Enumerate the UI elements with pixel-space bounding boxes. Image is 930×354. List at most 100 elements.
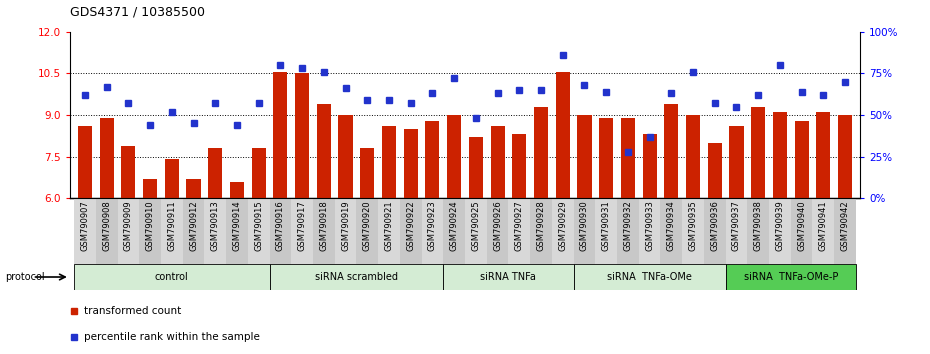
- Text: GSM790931: GSM790931: [602, 200, 611, 251]
- FancyBboxPatch shape: [530, 198, 551, 264]
- Bar: [187, 179, 201, 198]
- FancyBboxPatch shape: [769, 198, 790, 264]
- Text: GSM790934: GSM790934: [667, 200, 676, 251]
- Text: siRNA  TNFa-OMe: siRNA TNFa-OMe: [607, 272, 692, 282]
- Bar: [490, 126, 505, 198]
- FancyBboxPatch shape: [161, 198, 182, 264]
- Text: GSM790908: GSM790908: [102, 200, 112, 251]
- Bar: [729, 126, 743, 198]
- Text: GSM790938: GSM790938: [753, 200, 763, 251]
- Text: GSM790929: GSM790929: [558, 200, 567, 251]
- Text: GSM790916: GSM790916: [276, 200, 285, 251]
- FancyBboxPatch shape: [421, 198, 444, 264]
- Text: GSM790935: GSM790935: [688, 200, 698, 251]
- Text: control: control: [155, 272, 189, 282]
- FancyBboxPatch shape: [444, 264, 574, 290]
- Bar: [621, 118, 635, 198]
- FancyBboxPatch shape: [683, 198, 704, 264]
- Text: GSM790927: GSM790927: [515, 200, 524, 251]
- FancyBboxPatch shape: [205, 198, 226, 264]
- FancyBboxPatch shape: [313, 198, 335, 264]
- FancyBboxPatch shape: [247, 198, 270, 264]
- FancyBboxPatch shape: [725, 198, 748, 264]
- Bar: [664, 104, 678, 198]
- FancyBboxPatch shape: [356, 198, 379, 264]
- Text: GSM790924: GSM790924: [449, 200, 458, 251]
- Text: GDS4371 / 10385500: GDS4371 / 10385500: [70, 6, 205, 18]
- Text: GSM790939: GSM790939: [776, 200, 784, 251]
- Bar: [143, 179, 157, 198]
- Bar: [382, 126, 396, 198]
- Text: GSM790922: GSM790922: [406, 200, 415, 251]
- Bar: [578, 115, 591, 198]
- Bar: [404, 129, 418, 198]
- Text: GSM790911: GSM790911: [167, 200, 177, 251]
- Text: GSM790933: GSM790933: [645, 200, 654, 251]
- Bar: [794, 121, 809, 198]
- Text: protocol: protocol: [5, 272, 45, 282]
- FancyBboxPatch shape: [595, 198, 617, 264]
- FancyBboxPatch shape: [226, 198, 247, 264]
- FancyBboxPatch shape: [834, 198, 856, 264]
- FancyBboxPatch shape: [291, 198, 313, 264]
- Bar: [643, 135, 657, 198]
- Text: GSM790907: GSM790907: [81, 200, 89, 251]
- Text: GSM790942: GSM790942: [841, 200, 849, 251]
- FancyBboxPatch shape: [790, 198, 813, 264]
- FancyBboxPatch shape: [486, 198, 509, 264]
- FancyBboxPatch shape: [140, 198, 161, 264]
- Bar: [686, 115, 700, 198]
- Text: GSM790920: GSM790920: [363, 200, 372, 251]
- FancyBboxPatch shape: [748, 198, 769, 264]
- Bar: [555, 72, 570, 198]
- Text: GSM790936: GSM790936: [711, 200, 719, 251]
- Text: GSM790917: GSM790917: [298, 200, 307, 251]
- Bar: [708, 143, 722, 198]
- Bar: [165, 159, 179, 198]
- FancyBboxPatch shape: [270, 264, 444, 290]
- Text: GSM790941: GSM790941: [818, 200, 828, 251]
- FancyBboxPatch shape: [74, 264, 270, 290]
- FancyBboxPatch shape: [74, 198, 96, 264]
- Bar: [121, 145, 136, 198]
- Text: GSM790928: GSM790928: [537, 200, 546, 251]
- Bar: [360, 148, 375, 198]
- FancyBboxPatch shape: [704, 198, 725, 264]
- FancyBboxPatch shape: [574, 198, 595, 264]
- Bar: [599, 118, 613, 198]
- FancyBboxPatch shape: [574, 264, 725, 290]
- Text: GSM790926: GSM790926: [493, 200, 502, 251]
- Text: GSM790937: GSM790937: [732, 200, 741, 251]
- Text: GSM790923: GSM790923: [428, 200, 437, 251]
- FancyBboxPatch shape: [551, 198, 574, 264]
- Bar: [339, 115, 352, 198]
- Text: GSM790940: GSM790940: [797, 200, 806, 251]
- Text: GSM790912: GSM790912: [189, 200, 198, 251]
- Bar: [78, 126, 92, 198]
- FancyBboxPatch shape: [465, 198, 486, 264]
- Text: GSM790925: GSM790925: [472, 200, 481, 251]
- Bar: [230, 182, 244, 198]
- Text: siRNA scrambled: siRNA scrambled: [315, 272, 398, 282]
- Text: GSM790918: GSM790918: [319, 200, 328, 251]
- Bar: [838, 115, 852, 198]
- Text: GSM790932: GSM790932: [623, 200, 632, 251]
- Bar: [100, 118, 113, 198]
- FancyBboxPatch shape: [660, 198, 683, 264]
- Bar: [817, 112, 830, 198]
- Text: GSM790919: GSM790919: [341, 200, 350, 251]
- FancyBboxPatch shape: [117, 198, 140, 264]
- Text: GSM790910: GSM790910: [146, 200, 154, 251]
- FancyBboxPatch shape: [379, 198, 400, 264]
- Bar: [252, 148, 266, 198]
- FancyBboxPatch shape: [509, 198, 530, 264]
- Bar: [295, 74, 309, 198]
- Bar: [208, 148, 222, 198]
- Text: siRNA TNFa: siRNA TNFa: [481, 272, 537, 282]
- Bar: [425, 121, 440, 198]
- Bar: [273, 72, 287, 198]
- FancyBboxPatch shape: [400, 198, 421, 264]
- FancyBboxPatch shape: [444, 198, 465, 264]
- Text: percentile rank within the sample: percentile rank within the sample: [84, 332, 259, 342]
- FancyBboxPatch shape: [639, 198, 660, 264]
